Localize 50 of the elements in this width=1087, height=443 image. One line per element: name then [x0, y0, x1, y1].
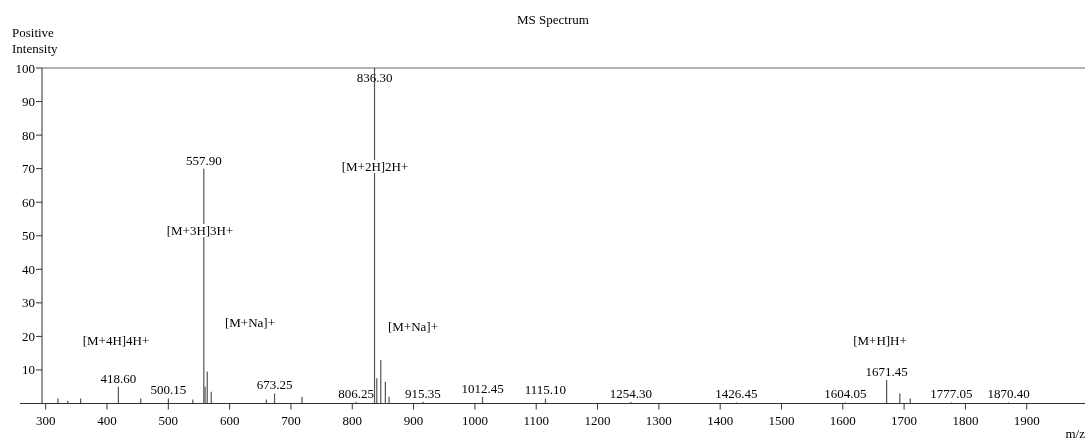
annotation: [M+Na]+ [387, 319, 439, 334]
x-tick-label: 1800 [952, 412, 979, 428]
annotation: 1604.05 [824, 386, 867, 402]
annotation: [M+2H]2H+ [341, 159, 409, 174]
x-tick-label: 1600 [829, 412, 856, 428]
x-tick-label: 800 [342, 412, 363, 428]
annotation: [M+3H]3H+ [166, 223, 234, 238]
y-tick-label: 50 [22, 228, 35, 244]
x-tick-label: 1400 [707, 412, 734, 428]
x-tick-label: 1900 [1013, 412, 1040, 428]
annotation: [M+H]H+ [853, 333, 907, 348]
x-tick-label: 1200 [584, 412, 611, 428]
x-tick-label: 1700 [891, 412, 918, 428]
x-tick-label: 1300 [645, 412, 672, 428]
x-tick-label: 700 [281, 412, 301, 428]
y-tick-label: 20 [22, 328, 35, 344]
annotation: 673.25 [256, 377, 293, 393]
x-tick-label: 400 [97, 412, 117, 428]
annotation: 806.25 [338, 385, 374, 401]
x-tick-label: 1100 [523, 412, 549, 428]
annotation: 1671.45 [865, 364, 908, 380]
x-tick-label: 600 [219, 412, 240, 428]
x-axis-title: m/z [1065, 426, 1086, 441]
y-tick-label: 80 [22, 127, 35, 143]
annotation: 1870.40 [987, 386, 1030, 402]
annotation: 1115.10 [524, 382, 567, 398]
annotation: [M+Na]+ [224, 315, 276, 330]
x-tick-label: 300 [35, 412, 56, 428]
annotation: 1426.45 [715, 386, 758, 402]
y-tick-label: 30 [22, 295, 35, 311]
annotation: 1012.45 [461, 380, 504, 396]
y-axis-title: Positive Intensity [12, 25, 58, 56]
annotation: 1777.05 [930, 386, 973, 402]
y-tick-label: 70 [22, 161, 35, 177]
x-tick-label: 1500 [768, 412, 795, 428]
y-tick-label: 10 [22, 362, 35, 378]
x-tick-label: 1000 [461, 412, 488, 428]
y-tick-label: 40 [22, 261, 35, 277]
x-tick-label: 500 [158, 412, 179, 428]
chart-title: MS Spectrum [517, 12, 589, 27]
x-tick-label: 900 [403, 412, 424, 428]
y-tick-label: 90 [22, 94, 35, 110]
y-tick-label: 60 [22, 194, 35, 210]
annotation: 418.60 [100, 370, 137, 386]
annotation: [M+4H]4H+ [82, 333, 150, 348]
y-tick-label: 100 [15, 60, 35, 76]
annotation: 1254.30 [609, 385, 652, 401]
annotation: 557.90 [185, 152, 222, 168]
annotation: 500.15 [150, 382, 187, 398]
annotation: 915.35 [405, 385, 441, 401]
